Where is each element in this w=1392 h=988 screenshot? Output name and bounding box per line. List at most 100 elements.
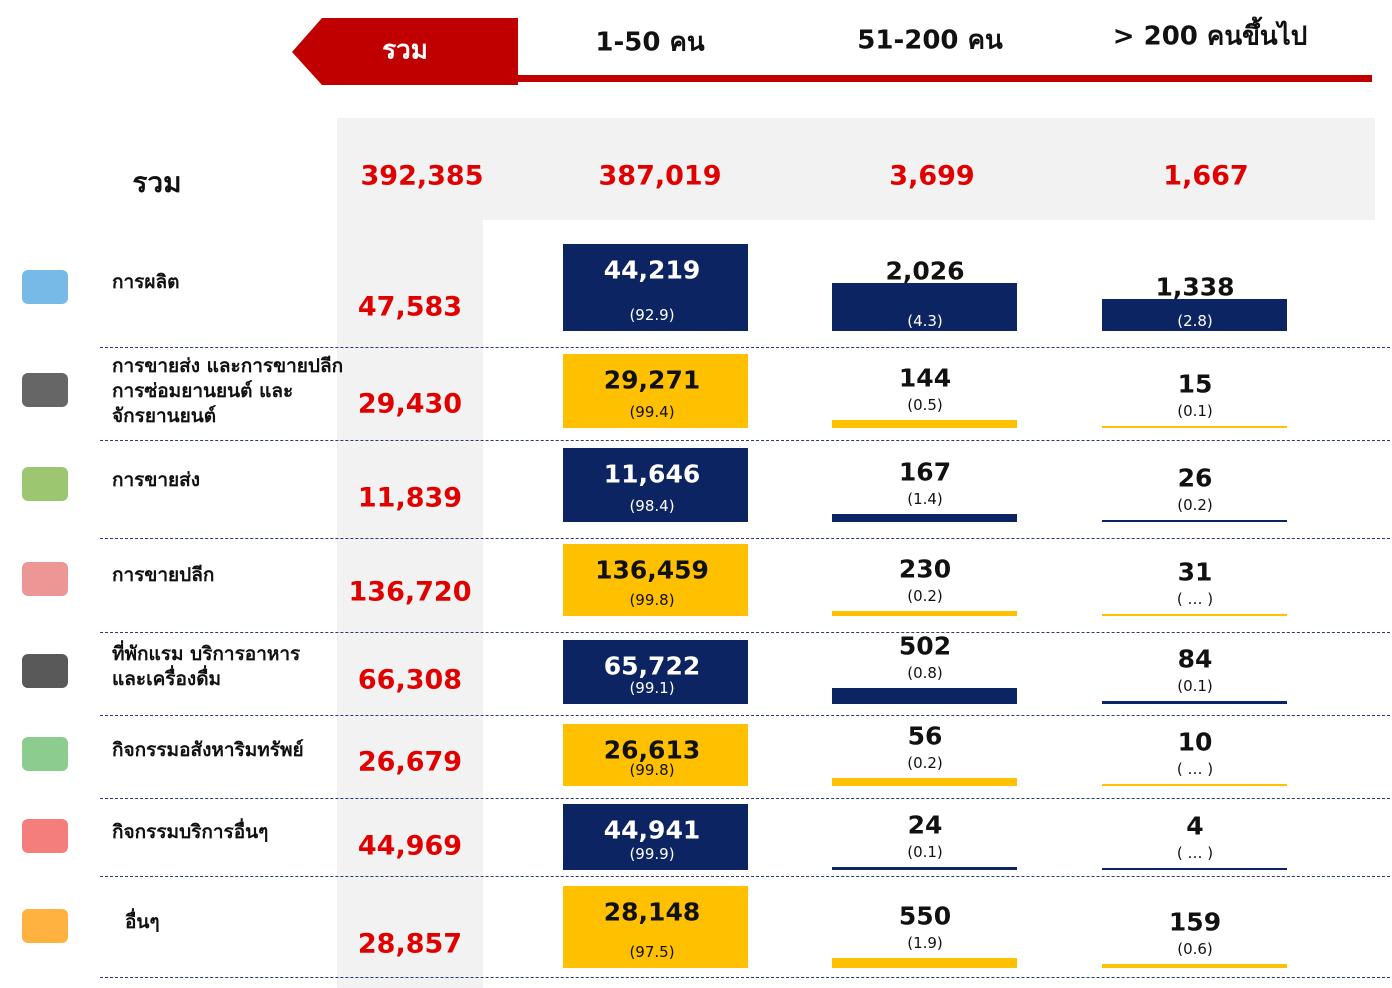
bar: [832, 778, 1017, 786]
cell-pct: (1.9): [907, 934, 943, 952]
row-total: 136,720: [348, 576, 472, 608]
bar: [563, 640, 748, 704]
cell-value: 159: [1168, 907, 1222, 937]
separator: [100, 798, 1390, 799]
header-shape: [292, 18, 1372, 85]
row-label: การซ่อมยานยนต์ และ: [112, 379, 294, 402]
cell-value: 10: [1177, 727, 1213, 757]
bar: [832, 420, 1017, 428]
row-total: 29,430: [357, 388, 463, 420]
row-label: ที่พักแรม บริการอาหาร: [112, 643, 301, 665]
bar: [563, 244, 748, 331]
cell-value: 44,219: [603, 255, 701, 285]
cell-value: 15: [1177, 369, 1213, 399]
cell-value: 230: [898, 554, 952, 584]
cell-value: 65,722: [603, 651, 701, 681]
cell-value: 56: [907, 721, 943, 751]
total-value: 392,385: [360, 160, 484, 192]
row-total: 28,857: [357, 928, 463, 960]
bar: [563, 354, 748, 428]
cell-value: 167: [898, 457, 952, 487]
cell-pct: (2.8): [1177, 312, 1213, 330]
separator: [100, 715, 1390, 716]
total-value: 3,699: [889, 160, 975, 192]
bar: [832, 688, 1017, 704]
cell-pct: (99.4): [629, 403, 675, 421]
separator: [100, 538, 1390, 539]
row-total: 11,839: [357, 482, 463, 514]
total-value: 1,667: [1163, 160, 1249, 192]
cell-value: 502: [898, 631, 952, 661]
cell-pct: (0.8): [907, 664, 943, 682]
cell-value: 44,941: [603, 815, 701, 845]
bar: [1102, 868, 1287, 870]
column-header: 51-200 คน: [857, 25, 1003, 56]
cell-value: 29,271: [603, 365, 701, 395]
cell-value: 11,646: [603, 459, 701, 489]
cell-pct: (92.9): [629, 306, 675, 324]
column-header: รวม: [382, 35, 428, 66]
bar: [832, 958, 1017, 968]
bar: [832, 867, 1017, 870]
separator: [100, 632, 1390, 633]
cell-value: 144: [898, 363, 952, 393]
bar: [563, 804, 748, 870]
cell-pct: (97.5): [629, 943, 675, 961]
cell-value: 26,613: [603, 735, 701, 765]
cell-value: 1,338: [1155, 272, 1235, 302]
cell-pct: (99.1): [629, 679, 675, 697]
cell-pct: (0.1): [907, 843, 943, 861]
cell-value: 550: [898, 901, 952, 931]
cell-value: 4: [1186, 811, 1204, 841]
bar: [563, 886, 748, 968]
row-icon: [22, 819, 68, 853]
cell-pct: ( … ): [1176, 760, 1214, 778]
row-label: อื่นๆ: [125, 910, 160, 933]
row-total: 26,679: [357, 746, 463, 778]
cell-pct: (0.1): [1177, 677, 1213, 695]
row-icon: [22, 909, 68, 943]
cell-value: 84: [1177, 644, 1213, 674]
column-header: 1-50 คน: [595, 27, 705, 58]
bar: [1102, 520, 1287, 522]
cell-pct: (0.2): [907, 587, 943, 605]
cell-pct: (1.4): [907, 490, 943, 508]
bar: [1102, 964, 1287, 968]
cell-value: 26: [1177, 463, 1213, 493]
row-icon: [22, 654, 68, 688]
cell-value: 24: [907, 810, 943, 840]
total-row-bg: [337, 118, 1375, 220]
cell-pct: (99.9): [629, 845, 675, 863]
row-label: การขายส่ง และการขายปลีก: [112, 354, 344, 377]
row-label: จักรยานยนต์: [112, 404, 217, 427]
separator: [100, 876, 1390, 877]
row-label: และเครื่องดื่ม: [112, 668, 222, 690]
cell-pct: (99.8): [629, 761, 675, 779]
total-value: 387,019: [598, 160, 722, 192]
cell-pct: (0.2): [1177, 496, 1213, 514]
cell-pct: (0.6): [1177, 940, 1213, 958]
bar: [1102, 614, 1287, 616]
cell-pct: (98.4): [629, 497, 675, 515]
separator: [100, 440, 1390, 441]
cell-pct: (0.1): [1177, 402, 1213, 420]
row-total: 47,583: [357, 291, 463, 323]
bar: [832, 611, 1017, 616]
cell-pct: (0.2): [907, 754, 943, 772]
cell-value: 31: [1177, 557, 1213, 587]
column-header: > 200 คนขึ้นไป: [1112, 21, 1308, 52]
row-icon: [22, 467, 68, 501]
bar: [1102, 426, 1287, 428]
row-icon: [22, 562, 68, 596]
cell-pct: (4.3): [907, 312, 943, 330]
bar: [832, 283, 1017, 331]
bar: [832, 514, 1017, 522]
row-label: กิจกรรมบริการอื่นๆ: [112, 820, 269, 843]
bar: [1102, 784, 1287, 786]
bar: [563, 448, 748, 522]
row-label: กิจกรรมอสังหาริมทรัพย์: [112, 738, 304, 761]
separator: [100, 347, 1390, 348]
cell-pct: (0.5): [907, 396, 943, 414]
cell-value: 28,148: [603, 897, 701, 927]
